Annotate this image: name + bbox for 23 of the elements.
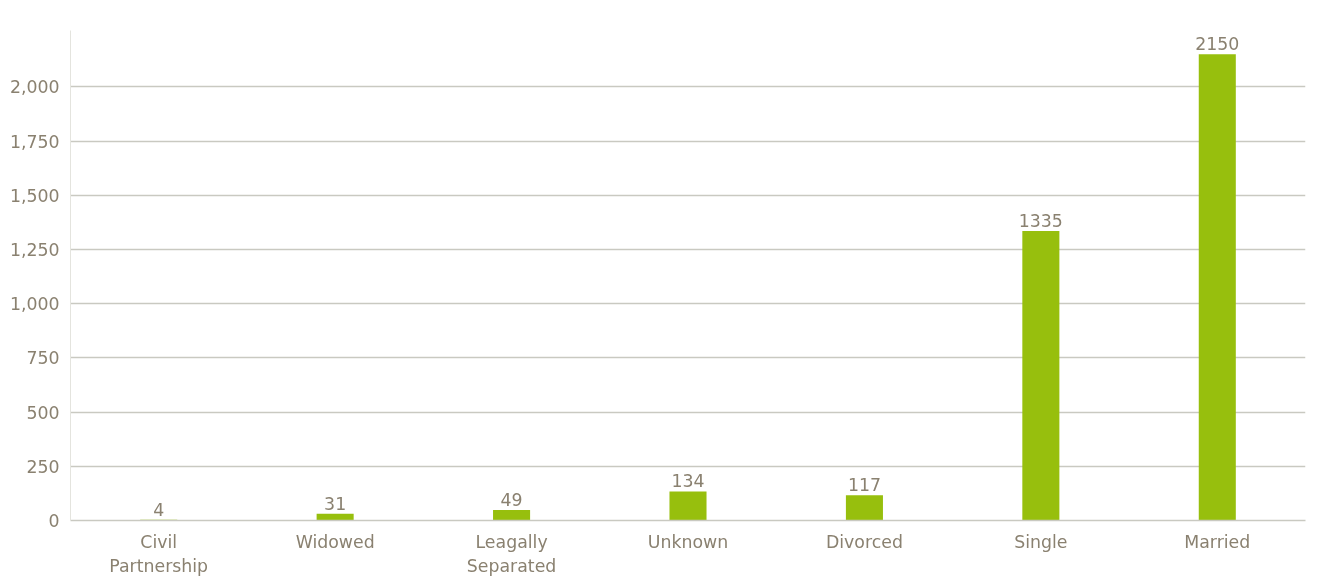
y-tick-label: 1,750 bbox=[9, 131, 60, 152]
data-label: 1335 bbox=[1018, 211, 1063, 232]
x-tick-label: Unknown bbox=[647, 531, 729, 552]
data-label: 117 bbox=[847, 475, 881, 496]
data-label: 134 bbox=[671, 471, 705, 492]
y-tick-label: 1,250 bbox=[9, 239, 60, 260]
x-tick-label: Civil Partnership bbox=[109, 531, 209, 576]
y-tick-label: 1,000 bbox=[9, 294, 60, 315]
x-tick-label: Leagally Separated bbox=[466, 531, 557, 576]
data-label: 31 bbox=[324, 493, 347, 514]
x-tick-label: Married bbox=[1184, 531, 1251, 552]
y-tick-label: 500 bbox=[26, 402, 60, 423]
y-tick-label: 2,000 bbox=[9, 77, 60, 98]
y-tick-label: 0 bbox=[48, 511, 60, 531]
y-tick-label: 750 bbox=[26, 348, 60, 369]
x-tick-label: Single bbox=[1014, 531, 1068, 552]
x-tick-label: Divorced bbox=[825, 531, 903, 552]
y-tick-label: 250 bbox=[26, 456, 60, 477]
data-label: 2150 bbox=[1195, 34, 1240, 55]
data-label: 49 bbox=[500, 489, 523, 510]
data-label: 4 bbox=[153, 499, 165, 520]
y-tick-label: 1,500 bbox=[9, 185, 60, 206]
x-tick-label: Widowed bbox=[295, 531, 375, 552]
